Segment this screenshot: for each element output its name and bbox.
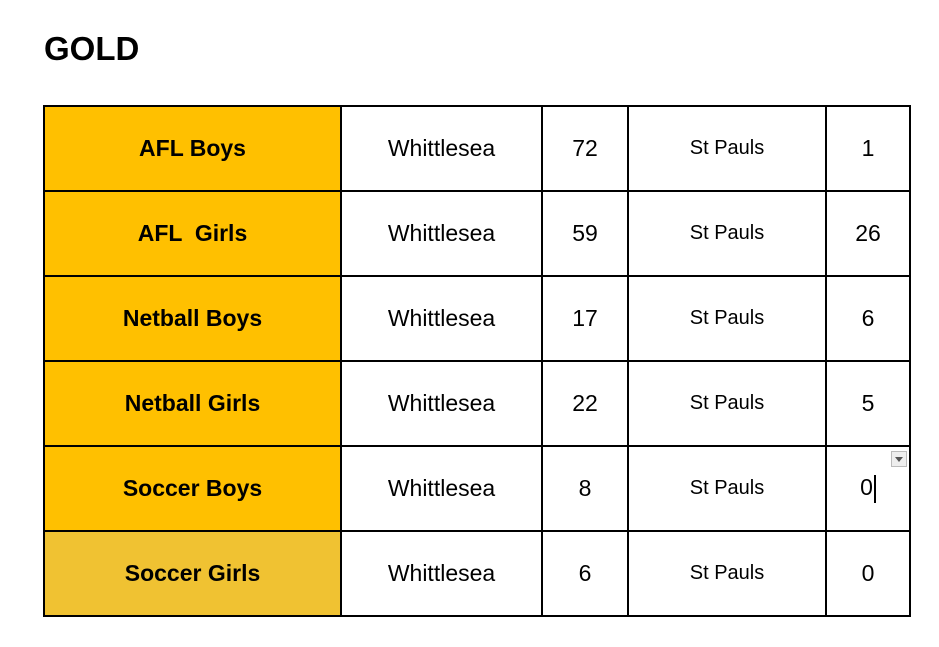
sport-cell: Netball Girls — [43, 360, 342, 447]
results-table: AFL Boys Whittlesea 72 St Pauls 1 AFL Girls Wh… — [43, 105, 911, 617]
opponent-cell: St Pauls — [627, 190, 827, 277]
row: Soccer Girls Whittlesea 6 St Pauls 0 — [43, 530, 911, 617]
score: 6 — [578, 560, 592, 586]
opponent: St Pauls — [689, 222, 765, 244]
row: Netball Girls Whittlesea 22 St Pauls 5 — [43, 360, 911, 447]
score-cell: 59 — [541, 190, 629, 277]
school: Whittlesea — [387, 135, 496, 161]
row: Soccer Boys Whittlesea 8 St Pauls 0 — [43, 445, 911, 532]
opponent-score: 6 — [861, 305, 875, 331]
score: 72 — [572, 135, 598, 161]
text-cursor — [873, 474, 876, 503]
sport-cell: Netball Boys — [43, 275, 342, 362]
school-cell: Whittlesea — [340, 530, 543, 617]
school: Whittlesea — [387, 475, 496, 501]
opponent-cell: St Pauls — [627, 530, 827, 617]
opponent-score: 5 — [861, 390, 875, 416]
opponent-score: 0 — [861, 560, 875, 586]
school: Whittlesea — [387, 220, 496, 246]
opponent: St Pauls — [689, 562, 765, 584]
school-cell: Whittlesea — [340, 275, 543, 362]
sport-cell: AFL Girls — [43, 190, 342, 277]
sport-cell: AFL Boys — [43, 105, 342, 192]
sport-cell: Soccer Boys — [43, 445, 342, 532]
dropdown-button[interactable] — [891, 451, 907, 467]
school: Whittlesea — [387, 390, 496, 416]
opponent-cell: St Pauls — [627, 445, 827, 532]
opponent-score: 0 — [860, 474, 873, 501]
sport-cell: Soccer Girls — [43, 530, 342, 617]
opponent-score-cell: 0 — [825, 445, 911, 532]
school-cell: Whittlesea — [340, 445, 543, 532]
score: 22 — [572, 390, 598, 416]
sport: Soccer Girls — [124, 560, 261, 586]
opponent: St Pauls — [689, 307, 765, 329]
score-cell: 6 — [541, 530, 629, 617]
sport: AFL Girls — [137, 220, 248, 246]
row: AFL Boys Whittlesea 72 St Pauls 1 — [43, 105, 911, 192]
opponent-score-cell: 1 — [825, 105, 911, 192]
opponent: St Pauls — [689, 477, 765, 499]
opponent-cell: St Pauls — [627, 360, 827, 447]
score-cell: 72 — [541, 105, 629, 192]
sport: AFL Boys — [139, 135, 246, 161]
school-cell: Whittlesea — [340, 105, 543, 192]
school: Whittlesea — [387, 305, 496, 331]
opponent-score-cell: 0 — [825, 530, 911, 617]
opponent-cell: St Pauls — [627, 105, 827, 192]
school-cell: Whittlesea — [340, 360, 543, 447]
row: AFL Girls Whittlesea 59 St Pauls 26 — [43, 190, 911, 277]
sport: Netball Boys — [122, 305, 263, 331]
score: 59 — [572, 220, 598, 246]
opponent-score-cell: 5 — [825, 360, 911, 447]
score: 17 — [572, 305, 598, 331]
school: Whittlesea — [387, 560, 496, 586]
score-cell: 22 — [541, 360, 629, 447]
opponent: St Pauls — [689, 137, 765, 159]
opponent-score-cell: 26 — [825, 190, 911, 277]
sport: Soccer Boys — [122, 475, 263, 501]
sport: Netball Girls — [124, 390, 261, 416]
score: 8 — [578, 475, 592, 501]
opponent-score: 1 — [861, 135, 875, 161]
opponent-cell: St Pauls — [627, 275, 827, 362]
opponent-score: 26 — [855, 220, 881, 246]
title: GOLD — [44, 30, 140, 67]
opponent: St Pauls — [689, 392, 765, 414]
school-cell: Whittlesea — [340, 190, 543, 277]
score-cell: 17 — [541, 275, 629, 362]
opponent-score-cell: 6 — [825, 275, 911, 362]
row: Netball Boys Whittlesea 17 St Pauls 6 — [43, 275, 911, 362]
score-cell: 8 — [541, 445, 629, 532]
